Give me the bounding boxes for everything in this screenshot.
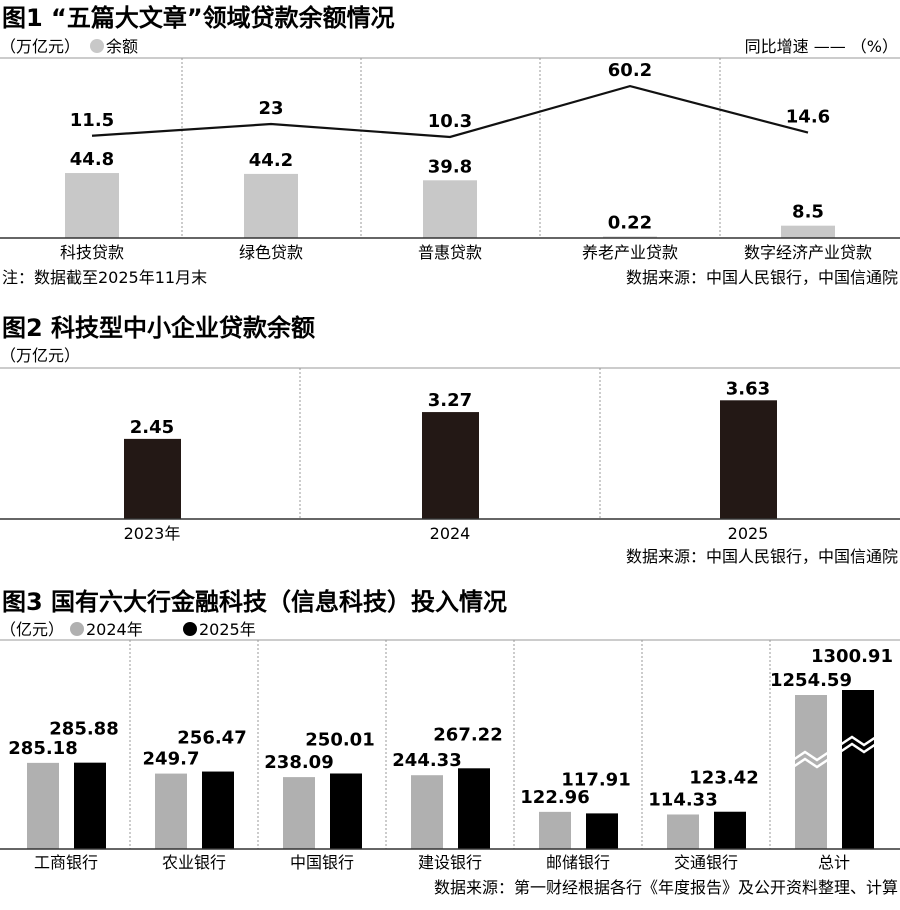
chart3-bar-label: 123.42 (689, 768, 758, 789)
chart3-category-label: 工商银行 (34, 853, 98, 872)
chart3-bar-label: 238.09 (264, 752, 333, 773)
chart3-source: 数据来源：第一财经根据各行《年度报告》及公开资料整理、计算 (434, 878, 898, 897)
chart3-category-label: 交通银行 (674, 853, 738, 872)
chart1-legend-bar-label: 余额 (106, 37, 138, 56)
chart1-bar (244, 173, 298, 238)
chart1-bar (65, 173, 119, 238)
chart3-bar (458, 768, 490, 849)
chart2-bar (422, 412, 479, 519)
chart1-line-label: 23 (258, 98, 283, 119)
chart3-unit-label: （亿元） (0, 620, 64, 639)
chart2-category-label: 2024 (430, 524, 471, 543)
chart1-bar-label: 44.8 (70, 149, 114, 170)
chart3-bar-label: 1254.59 (770, 670, 852, 691)
chart3-bar-label: 244.33 (392, 750, 461, 771)
chart3-bar (539, 811, 571, 849)
chart3-bar (411, 775, 443, 849)
chart1-line-label: 11.5 (70, 110, 114, 131)
chart3-bar-label: 114.33 (648, 789, 717, 810)
chart1-category-label: 科技贷款 (60, 243, 124, 262)
chart1-legend-line-label: 同比增速 —— （%） (745, 37, 898, 56)
chart1-bar (781, 225, 835, 238)
chart3-bar (586, 813, 618, 849)
chart3-bar-label: 250.01 (305, 729, 374, 750)
chart1-source: 数据来源：中国人民银行，中国信通院 (626, 268, 898, 287)
chart2-title: 图2 科技型中小企业贷款余额 (2, 314, 315, 342)
chart3-legend-2024-swatch (70, 622, 84, 636)
chart1-line-label: 60.2 (608, 60, 652, 81)
chart1-legend-bar-swatch (90, 39, 104, 53)
chart3-axis-break-mark (839, 735, 877, 754)
chart3-title: 图3 国有六大行金融科技（信息科技）投入情况 (2, 588, 507, 616)
chart3-bar-label: 256.47 (177, 728, 246, 749)
chart1-bar-label: 39.8 (428, 156, 472, 177)
chart3-legend-2025-label: 2025年 (199, 620, 256, 639)
chart3-legend-2024-label: 2024年 (86, 620, 143, 639)
chart1-bar (423, 180, 477, 238)
chart1-line-label: 10.3 (428, 111, 472, 132)
chart2-bar-label: 3.27 (428, 390, 472, 411)
chart3-bar (155, 773, 187, 849)
chart1-category-label: 绿色贷款 (239, 243, 303, 262)
chart1-growth-line (91, 84, 809, 139)
chart3-category-label: 建设银行 (418, 853, 482, 872)
chart3-category-label: 邮储银行 (546, 853, 610, 872)
chart1-title: 图1 “五篇大文章”领域贷款余额情况 (2, 4, 395, 32)
chart2-bar (720, 400, 777, 519)
chart2-bar-label: 2.45 (130, 417, 174, 438)
chart3-bar-label: 285.18 (8, 738, 77, 759)
chart3-category-label: 中国银行 (290, 853, 354, 872)
chart3-axis-break-mark (792, 750, 830, 769)
chart3-bar (330, 773, 362, 849)
chart3-bar (27, 762, 59, 849)
chart3-bar (795, 695, 827, 849)
chart2-unit-label: （万亿元） (0, 346, 80, 365)
chart3-bar-label: 117.91 (561, 769, 630, 790)
chart1-bar-label: 44.2 (249, 150, 293, 171)
chart1-unit-label: （万亿元） (0, 37, 80, 56)
chart2-category-label: 2025 (728, 524, 769, 543)
chart2-category-label: 2023年 (124, 524, 181, 543)
chart3-bar (202, 771, 234, 849)
chart1-bar-label: 0.22 (608, 213, 652, 234)
chart3-category-label: 农业银行 (162, 853, 226, 872)
chart3-bar (714, 811, 746, 849)
chart3-bar-label: 285.88 (49, 719, 118, 740)
chart3-bar-label: 249.7 (143, 749, 200, 770)
chart2-bar-label: 3.63 (726, 378, 770, 399)
chart1-category-label: 数字经济产业贷款 (744, 243, 872, 262)
chart1-bar-label: 8.5 (792, 202, 824, 223)
chart2-source: 数据来源：中国人民银行，中国信通院 (626, 547, 898, 566)
chart3-legend-2025-swatch (183, 622, 197, 636)
chart3-bar-label: 267.22 (433, 724, 502, 745)
chart1-note: 注：数据截至2025年11月末 (2, 268, 207, 287)
chart3-bar (842, 690, 874, 849)
chart3-category-label: 总计 (818, 853, 850, 872)
chart2-bar (124, 438, 181, 519)
chart3-bar (283, 777, 315, 849)
chart3-bar (74, 762, 106, 849)
chart3-bar-label: 122.96 (520, 787, 589, 808)
chart1-category-label: 普惠贷款 (418, 243, 482, 262)
chart1-category-label: 养老产业贷款 (582, 243, 678, 262)
chart1-line-label: 14.6 (786, 107, 830, 128)
chart3-bar-label: 1300.91 (811, 646, 893, 667)
chart3-bar (667, 814, 699, 849)
